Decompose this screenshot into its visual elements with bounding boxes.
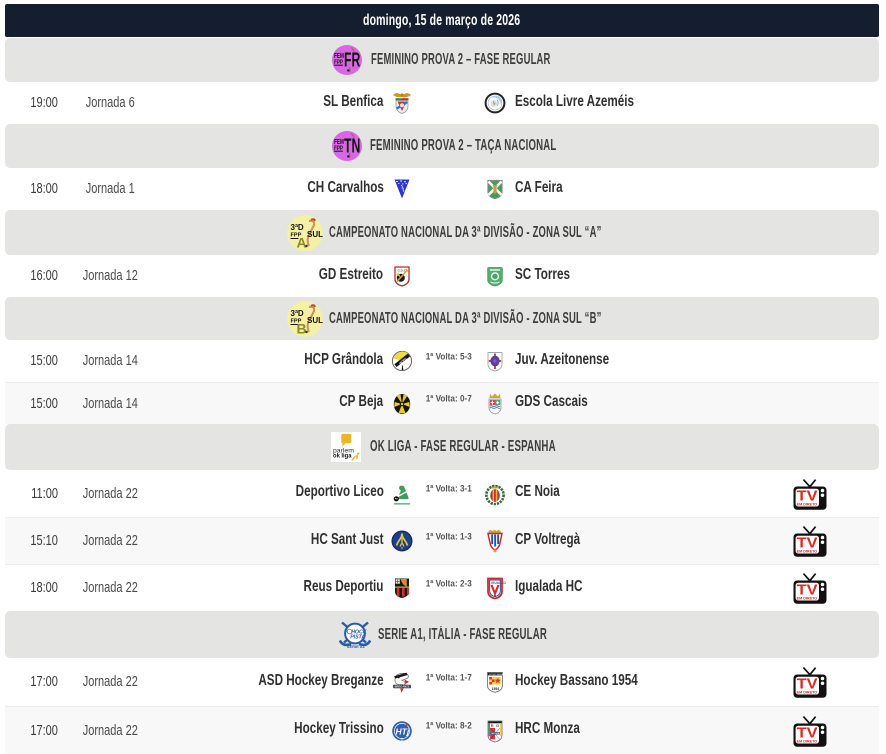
- svg-text:R: R: [491, 723, 494, 728]
- svg-text:HOCK: HOCK: [351, 629, 368, 635]
- svg-text:FPP: FPP: [290, 232, 301, 238]
- svg-text:FEM: FEM: [334, 51, 344, 60]
- svg-text:TV: TV: [797, 535, 818, 551]
- svg-text:SUL: SUL: [307, 230, 323, 239]
- svg-text:TV: TV: [797, 725, 818, 741]
- svg-text:FPP: FPP: [290, 318, 301, 324]
- svg-text:TV: TV: [797, 488, 818, 504]
- svg-text:3ªD: 3ªD: [290, 309, 303, 318]
- svg-text:EM DIRETO: EM DIRETO: [797, 502, 818, 506]
- svg-text:EM DIRETO: EM DIRETO: [797, 549, 818, 553]
- svg-text:G.D.E.: G.D.E.: [398, 269, 407, 273]
- svg-text:parlem: parlem: [333, 448, 354, 454]
- svg-text:TN: TN: [344, 136, 360, 158]
- svg-text:FPP: FPP: [334, 59, 343, 66]
- svg-text:MONZA: MONZA: [491, 732, 499, 735]
- svg-text:G: G: [496, 723, 499, 728]
- svg-text:HCPG: HCPG: [398, 356, 408, 365]
- svg-text:HOCKEY BASSANO: HOCKEY BASSANO: [489, 673, 506, 676]
- svg-text:FR: FR: [344, 50, 361, 72]
- svg-text:SUL: SUL: [307, 316, 323, 325]
- svg-text:IGUALADA: IGUALADA: [491, 581, 506, 585]
- svg-text:FPP: FPP: [334, 145, 343, 152]
- svg-text:3ªD: 3ªD: [290, 223, 303, 232]
- svg-text:TV: TV: [797, 676, 818, 692]
- svg-text:EM DIRETO: EM DIRETO: [797, 739, 818, 743]
- svg-text:PISTA: PISTA: [350, 634, 365, 640]
- svg-text:1954: 1954: [492, 687, 500, 691]
- svg-text:SERIE A1: SERIE A1: [347, 644, 366, 648]
- svg-text:ok liga: ok liga: [333, 453, 352, 460]
- svg-text:TV: TV: [797, 582, 818, 598]
- svg-text:EM DIRETO: EM DIRETO: [797, 596, 818, 600]
- svg-text:B: B: [296, 320, 306, 336]
- svg-text:HTj: HTj: [396, 726, 410, 736]
- svg-text:EM DIRETO: EM DIRETO: [797, 690, 818, 694]
- svg-text:BREGANZE: BREGANZE: [395, 685, 410, 689]
- svg-text:FEM: FEM: [334, 137, 344, 146]
- svg-text:A: A: [296, 234, 306, 250]
